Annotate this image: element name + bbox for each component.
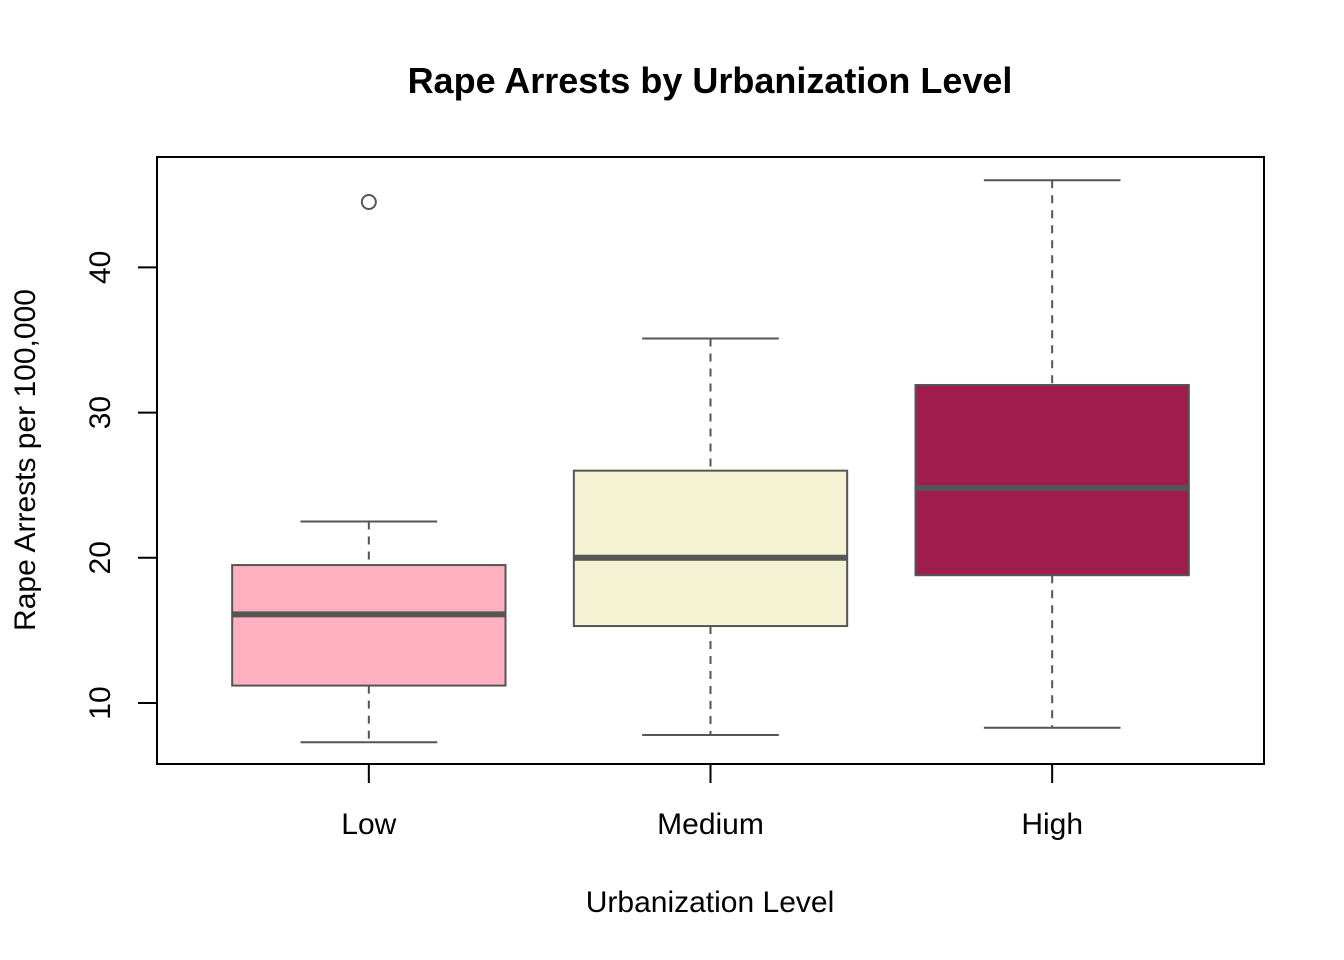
y-tick-label: 30	[84, 396, 117, 429]
y-axis: 10 20 30 40	[84, 251, 157, 720]
x-tick-label: Low	[341, 808, 396, 841]
box-high	[914, 179, 1190, 729]
x-axis-label: Urbanization Level	[586, 886, 834, 919]
box-low	[231, 194, 507, 744]
box-body	[231, 564, 507, 687]
chart-title: Rape Arrests by Urbanization Level	[408, 60, 1013, 101]
box-body	[914, 383, 1190, 577]
plot-marks	[231, 179, 1190, 744]
x-tick-label: Medium	[657, 808, 764, 841]
y-tick-label: 20	[84, 541, 117, 574]
outlier-point	[360, 194, 377, 211]
box-body	[572, 469, 849, 628]
y-tick-label: 10	[84, 686, 117, 719]
x-tick-label: High	[1021, 808, 1083, 841]
box-medium	[572, 337, 849, 736]
y-tick-label: 40	[84, 251, 117, 284]
y-axis-label: Rape Arrests per 100,000	[9, 289, 42, 631]
x-axis: Low Medium High	[341, 764, 1083, 841]
